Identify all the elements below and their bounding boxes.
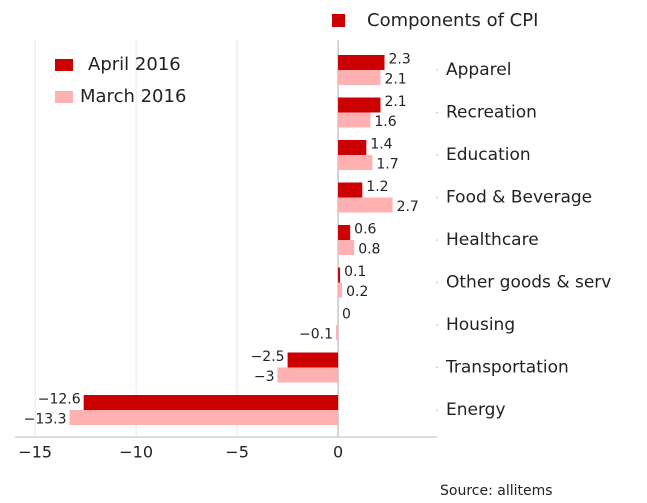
value-label: 1.2 [366,179,388,195]
y-tick [436,69,438,71]
bar [338,55,385,70]
value-label: −2.5 [251,349,285,365]
y-tick-label: Apparel [446,60,511,80]
y-tick-label: Other goods & serv [446,273,611,293]
value-label: 2.1 [384,72,406,88]
bar [338,155,373,170]
bar [338,267,341,283]
bar [338,225,351,240]
bar [338,70,381,85]
value-label: −12.6 [38,392,81,408]
y-tick [436,111,438,114]
x-tick-label: 0 [333,443,343,462]
value-label: −3 [254,369,275,385]
y-tick [436,409,438,411]
y-tick [436,239,438,241]
y-tick-label: Housing [446,315,515,335]
legend-label: April 2016 [88,54,181,75]
bar [338,140,367,155]
value-label: 0.2 [346,284,368,300]
x-tick-label: −15 [18,443,52,462]
bar [338,182,363,198]
y-tick [436,281,438,284]
y-tick [436,196,438,199]
value-label: 0.8 [358,242,380,258]
bar [338,197,393,213]
legend-swatch [55,59,73,71]
value-label: 0.1 [344,264,366,280]
legend-label: March 2016 [80,86,186,107]
y-tick-label: Transportation [445,358,569,378]
y-tick-label: Education [446,145,531,165]
value-label: 1.6 [374,114,396,130]
y-tick [436,366,438,369]
legend-swatch [55,91,73,103]
value-label: 2.7 [397,199,419,215]
value-label: 0.6 [354,222,376,238]
y-tick-label: Recreation [446,103,537,123]
y-tick-label: Healthcare [446,230,539,250]
value-label: 1.7 [376,157,398,173]
x-tick-label: −10 [119,443,153,462]
bar [277,367,339,383]
value-label: 2.3 [389,52,411,68]
bar [338,240,355,255]
bar [338,282,343,298]
bar [69,410,339,425]
bar [338,112,371,128]
y-tick-label: Food & Beverage [446,188,592,208]
value-label: −13.3 [24,412,67,428]
bar [287,352,339,368]
bar [83,395,339,410]
bar [338,97,381,113]
y-tick [436,154,438,156]
bar [336,325,339,340]
value-label: −0.1 [299,327,333,343]
title-marker [332,14,345,27]
value-label: 2.1 [384,94,406,110]
value-label: 1.4 [370,137,392,153]
y-tick [436,324,438,326]
value-label: 0 [342,307,351,323]
x-tick-label: −5 [225,443,249,462]
chart-title: Components of CPI [367,10,538,31]
y-tick-label: Energy [446,400,506,420]
source-note: Source: allitems [440,483,553,499]
